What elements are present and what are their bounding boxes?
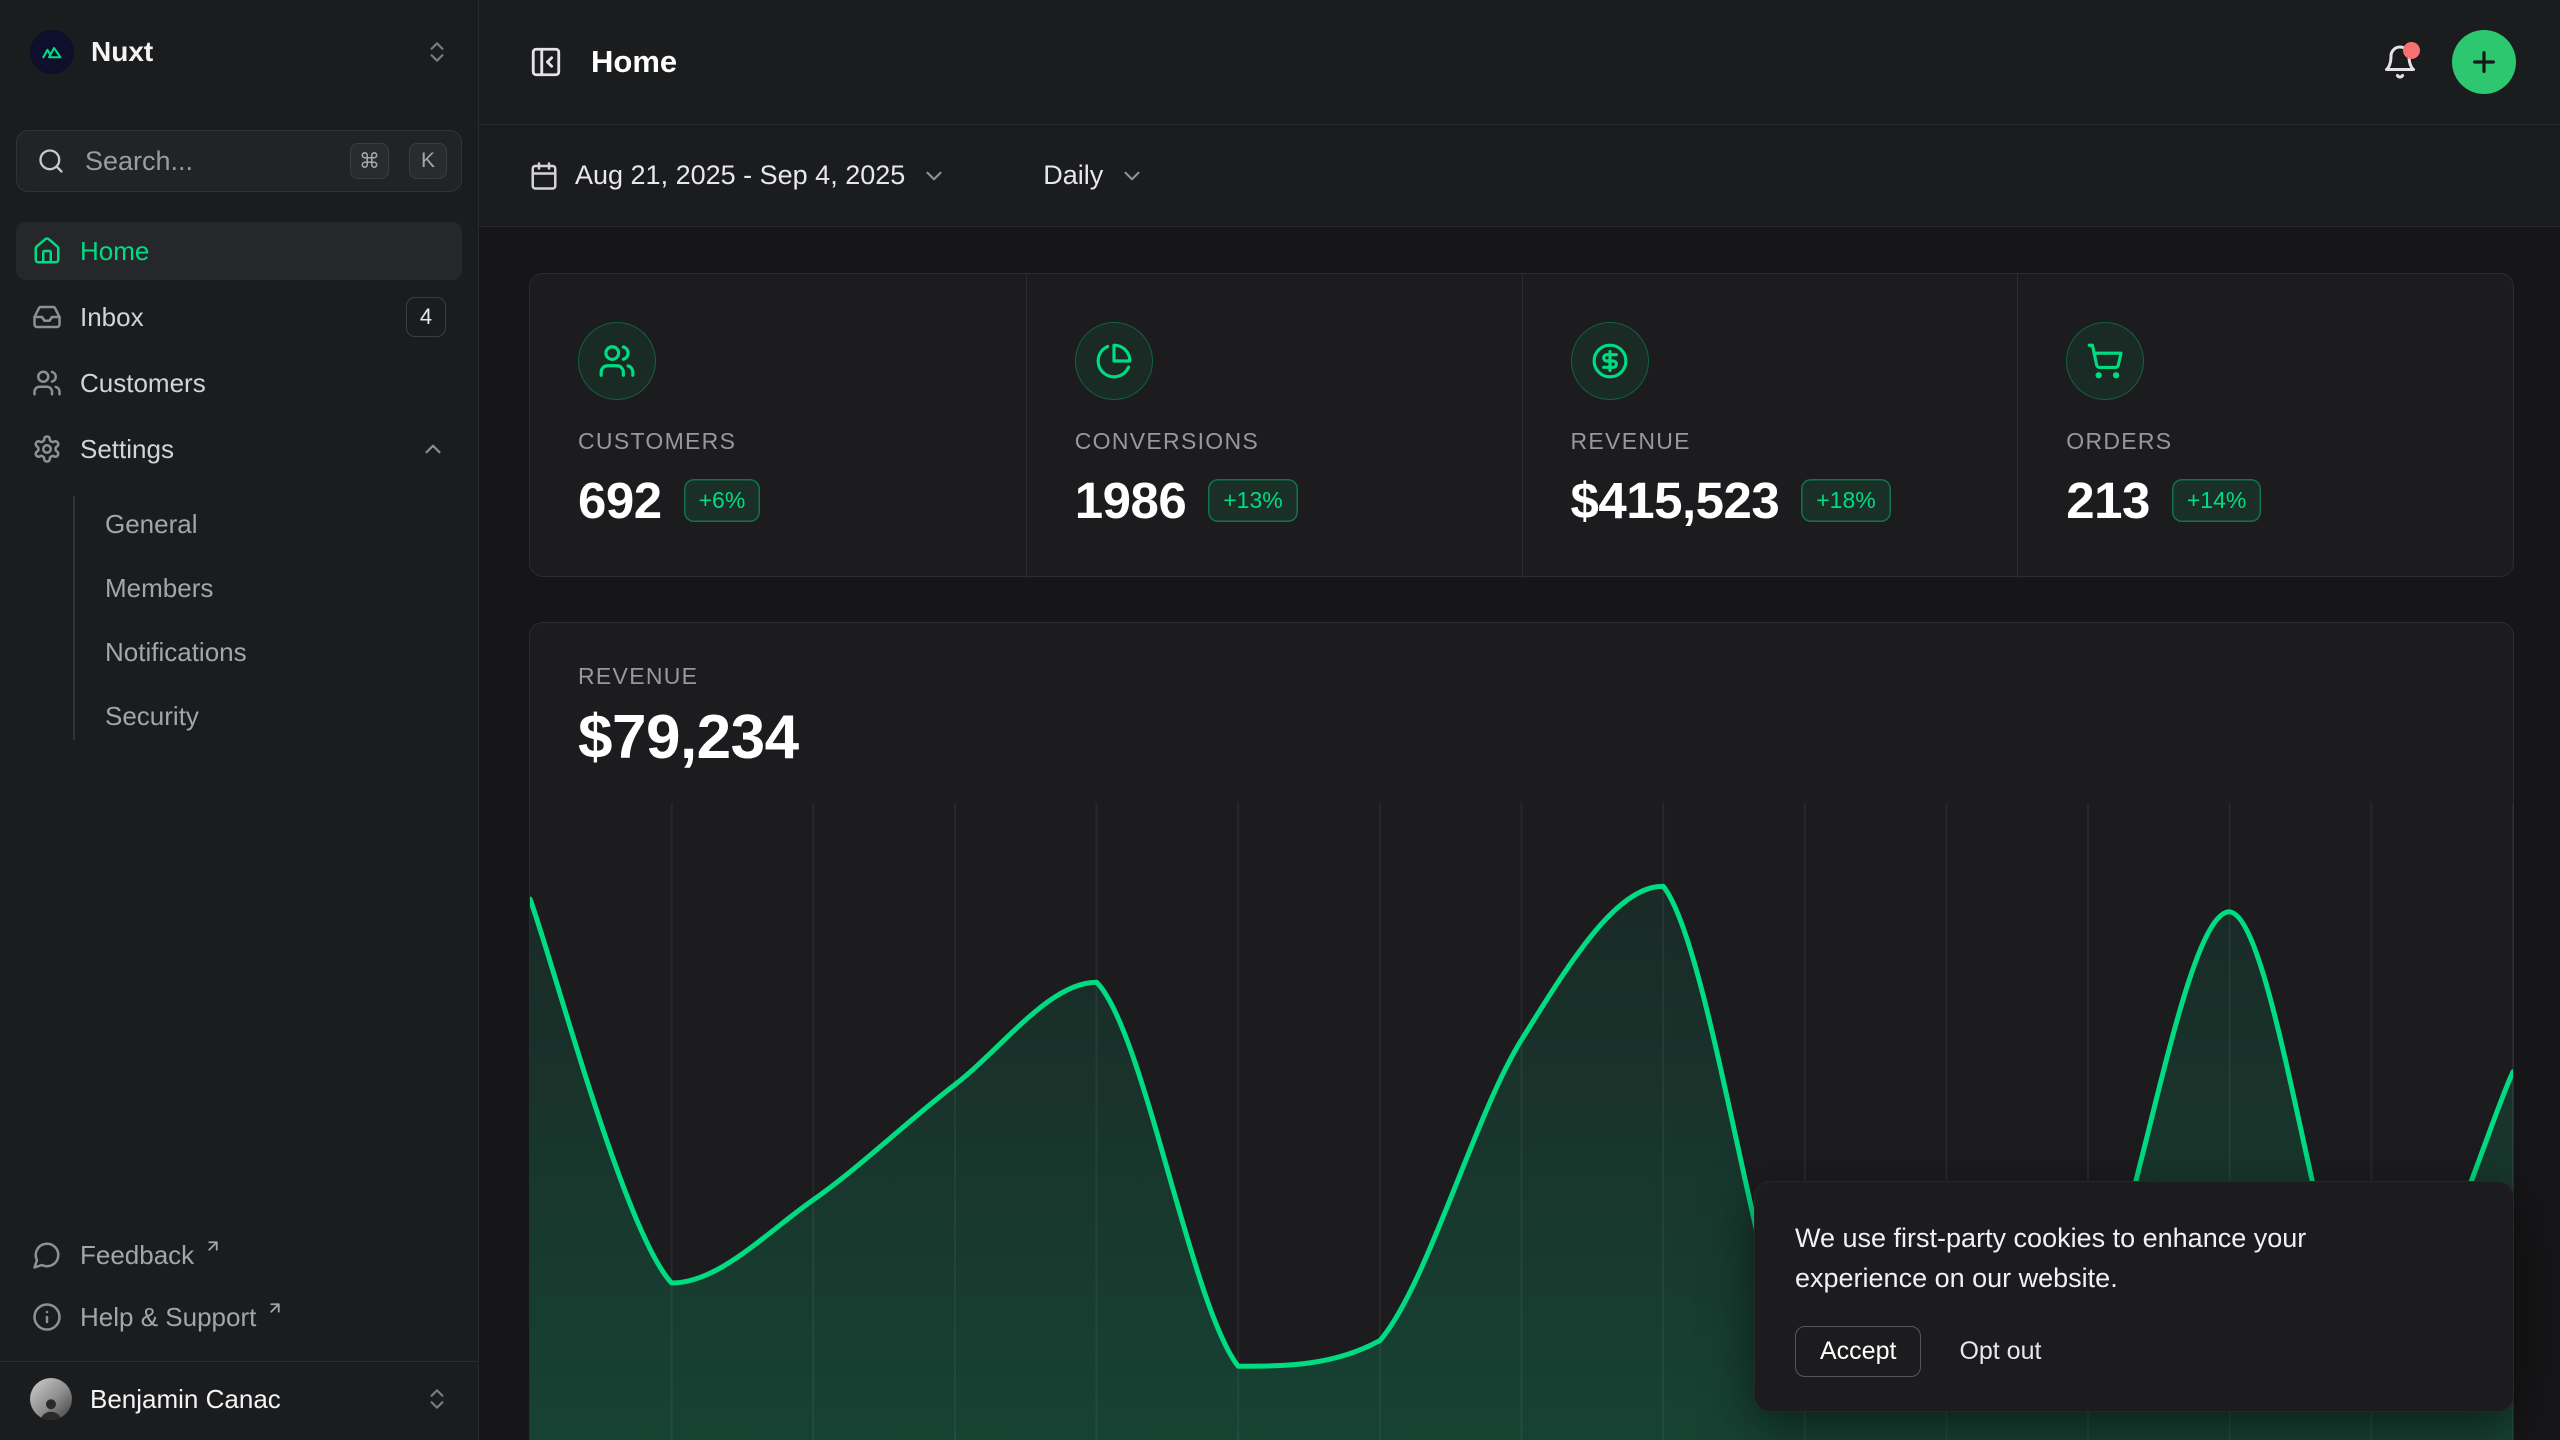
subnav-label: General [105,508,198,539]
sidebar-footer: Feedback Help & Support [16,1227,462,1355]
revenue-chart-total: $79,234 [578,703,799,772]
external-link-icon [204,1237,222,1255]
cookie-message: We use first-party cookies to enhance yo… [1795,1223,2307,1293]
stat-revenue[interactable]: REVENUE $415,523 +18% [1521,274,2018,578]
inbox-icon [32,302,62,332]
date-range-value: Aug 21, 2025 - Sep 4, 2025 [575,160,906,190]
info-circle-icon [32,1302,62,1332]
revenue-chart-svg [530,803,2513,1440]
notification-dot [2403,42,2420,59]
revenue-chart-header: REVENUE $79,234 [530,623,2513,773]
stats-card: CUSTOMERS 692 +6% CONVERSIONS 1986 +13% [529,273,2514,578]
help-support-link[interactable]: Help & Support [16,1289,462,1345]
stat-change-badge: +14% [2171,479,2262,522]
kbd-k: K [409,143,447,179]
sidebar-item-inbox[interactable]: Inbox 4 [16,288,462,346]
stat-change-badge: +18% [1801,479,1891,522]
calendar-icon [529,161,559,191]
sidebar-item-security[interactable]: Security [16,684,462,748]
chevron-down-icon [921,163,947,189]
search-icon [37,147,65,175]
subnav-label: Security [105,700,199,731]
user-name: Benjamin Canac [90,1383,281,1414]
sidebar: Nuxt Search... ⌘ K Home Inbox 4 [0,0,479,1440]
feedback-link[interactable]: Feedback [16,1227,462,1283]
sidebar-item-label: Customers [80,367,206,398]
sidebar-item-label: Inbox [80,301,144,332]
stat-value: $415,523 [1570,472,1780,529]
date-range-picker[interactable]: Aug 21, 2025 - Sep 4, 2025 [529,160,947,191]
page-header: Home [479,0,2560,125]
sidebar-nav: Home Inbox 4 Customers Settings Ge [16,222,462,752]
external-link-icon [266,1299,284,1317]
granularity-select[interactable]: Daily [1043,160,1145,191]
stat-conversions[interactable]: CONVERSIONS 1986 +13% [1025,274,1522,578]
stat-value: 1986 [1074,472,1187,529]
sidebar-item-notifications[interactable]: Notifications [16,620,462,684]
filters-toolbar: Aug 21, 2025 - Sep 4, 2025 Daily [479,125,2560,227]
users-icon [578,322,656,400]
search-placeholder: Search... [85,145,194,176]
gear-icon [32,434,62,464]
stat-orders[interactable]: ORDERS 213 +14% [2017,274,2513,578]
stat-value: 213 [2066,472,2150,529]
stat-change-badge: +6% [683,479,761,522]
stat-value: 692 [578,472,662,529]
notifications-button[interactable] [2382,42,2420,80]
footer-link-label: Help & Support [80,1301,257,1332]
stat-label: ORDERS [2066,428,2173,454]
cookie-banner: We use first-party cookies to enhance yo… [1754,1181,2514,1412]
home-icon [32,236,62,266]
kbd-cmd: ⌘ [350,143,389,179]
header-actions [2382,30,2516,94]
add-button[interactable] [2452,30,2516,94]
avatar [30,1378,72,1420]
stat-customers[interactable]: CUSTOMERS 692 +6% [530,274,1026,578]
footer-link-label: Feedback [80,1239,195,1270]
circle-dollar-icon [1570,322,1649,400]
sidebar-item-home[interactable]: Home [16,222,462,280]
workspace-switcher[interactable]: Nuxt [16,24,462,80]
accept-cookies-button[interactable]: Accept [1795,1326,1922,1377]
sidebar-item-members[interactable]: Members [16,556,462,620]
revenue-chart[interactable] [530,803,2513,1440]
stat-change-badge: +13% [1208,479,1298,522]
collapse-sidebar-button[interactable] [529,45,563,79]
subnav-label: Notifications [105,636,247,667]
sidebar-item-settings[interactable]: Settings [16,420,462,478]
subnav-label: Members [105,572,214,603]
settings-subnav: General Members Notifications Security [16,486,462,752]
revenue-chart-label: REVENUE [578,663,699,689]
chevron-down-icon [1119,163,1145,189]
message-bubble-icon [32,1240,62,1270]
sidebar-spacer [16,752,462,1227]
granularity-value: Daily [1043,160,1104,190]
cookie-actions: Accept Opt out [1795,1326,2473,1377]
chevrons-up-down-icon [424,1386,450,1412]
page-title: Home [591,44,678,79]
sidebar-item-customers[interactable]: Customers [16,354,462,412]
stat-label: REVENUE [1570,428,1691,454]
workspace-name: Nuxt [91,36,154,67]
shopping-cart-icon [2066,322,2145,400]
users-icon [32,368,62,398]
search-input[interactable]: Search... ⌘ K [16,130,462,192]
pie-chart-icon [1074,322,1153,400]
user-menu[interactable]: Benjamin Canac [0,1361,478,1430]
optout-cookies-button[interactable]: Opt out [1959,1337,2042,1365]
sidebar-item-label: Home [80,235,150,266]
main-area: Home Aug 21, 2025 - Sep 4, 2025 Daily [479,0,2560,1440]
sidebar-item-label: Settings [80,433,174,464]
nuxt-logo [30,30,74,74]
sidebar-item-general[interactable]: General [16,492,462,556]
stat-label: CUSTOMERS [578,428,737,454]
stat-label: CONVERSIONS [1074,428,1260,454]
inbox-count-badge: 4 [406,297,446,337]
chevrons-up-down-icon [424,39,450,65]
chevron-up-icon [420,436,446,462]
